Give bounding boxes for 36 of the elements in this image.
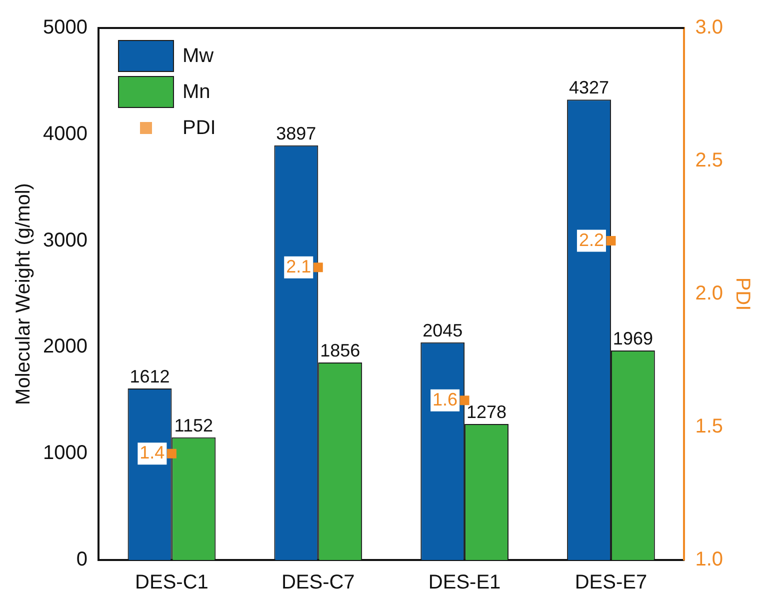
x-tick-label: DES-C1	[135, 572, 208, 594]
point	[606, 236, 616, 246]
y2-tick-label: 1.0	[695, 548, 724, 571]
y-tick-label: 3000	[42, 229, 88, 252]
data-label: 3897	[276, 123, 316, 144]
data-label: 1969	[612, 328, 653, 348]
y-tick-label: 5000	[42, 16, 88, 39]
data-label: 1.4	[140, 442, 165, 463]
y2-tick-label: 2.0	[695, 282, 724, 305]
y-axis-title: Molecular Weight (g/mol)	[12, 183, 35, 405]
data-label: 4327	[568, 78, 610, 98]
data-label: 1152	[174, 415, 214, 436]
point	[313, 262, 323, 272]
data-label: 1612	[130, 366, 170, 386]
data-label: 2045	[422, 320, 463, 340]
y-tick-label: 2000	[42, 336, 88, 358]
data-label: 2.1	[286, 256, 312, 276]
data-label: 1856	[320, 340, 360, 360]
data-label: 1278	[466, 402, 507, 422]
y-tick-label: 0	[76, 548, 88, 571]
y-tick-label: 4000	[42, 122, 88, 145]
legend-label: PDI	[182, 116, 216, 140]
y2-tick-label: 3.0	[695, 16, 724, 39]
point	[460, 396, 470, 406]
data-label: 1.6	[432, 389, 458, 410]
y2-tick-label: 1.5	[695, 416, 724, 438]
data-label: 2.2	[578, 230, 604, 250]
y2-tick-label: 2.5	[695, 150, 724, 172]
legend-label: Mw	[182, 44, 214, 68]
legend-label: Mn	[182, 80, 210, 104]
y-tick-label: 1000	[42, 442, 88, 464]
x-tick-label: DES-E7	[574, 572, 648, 594]
point	[166, 448, 176, 458]
x-tick-label: DES-E1	[428, 572, 501, 594]
x-tick-label: DES-C7	[281, 572, 355, 594]
y2-axis-title: PDI	[731, 277, 754, 311]
